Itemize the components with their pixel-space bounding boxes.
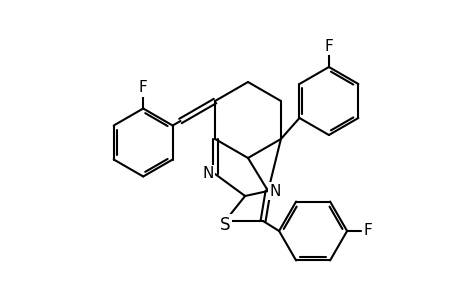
Text: F: F [363, 224, 372, 238]
Text: N: N [269, 184, 280, 199]
Text: F: F [324, 38, 333, 53]
Text: F: F [139, 80, 147, 95]
Text: S: S [219, 216, 230, 234]
Text: N: N [202, 167, 213, 182]
